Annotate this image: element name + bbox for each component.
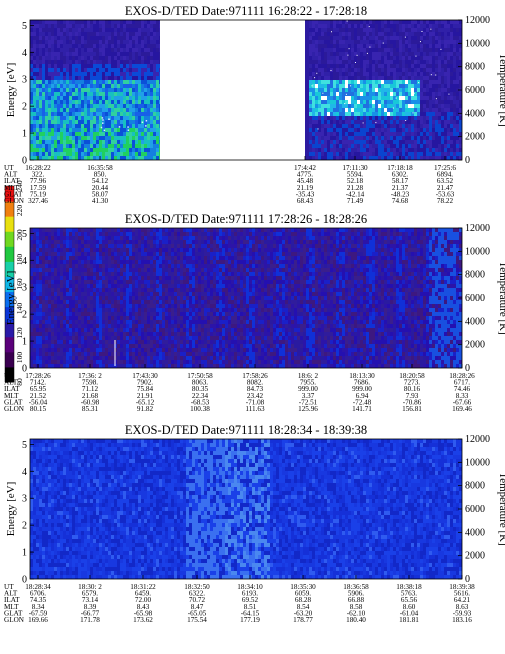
y2-tick-label: 6000	[465, 85, 485, 96]
y-tick-label: 2	[22, 102, 27, 113]
y-axis-label: Energy [eV]	[5, 482, 17, 536]
panel-title: EXOS-D/TED Date:971111 16:28:22 - 17:28:…	[125, 4, 367, 18]
panels: EXOS-D/TED Date:971111 16:28:22 - 17:28:…	[4, 4, 505, 624]
y2-tick-label: 12000	[465, 15, 490, 26]
y2-tick-label: 4000	[465, 108, 485, 119]
spectrogram	[30, 20, 462, 160]
orbit-value: 327.46	[28, 197, 48, 205]
orbit-value: 100.38	[190, 405, 210, 413]
panel-title: EXOS-D/TED Date:971111 18:28:34 - 18:39:…	[125, 423, 367, 437]
orbit-value: 156.81	[402, 405, 422, 413]
y2-tick-label: 12000	[465, 223, 490, 234]
y2-tick-label: 4000	[465, 527, 485, 538]
orbit-value: 178.77	[293, 616, 313, 624]
panel-1: EXOS-D/TED Date:971111 16:28:22 - 17:28:…	[4, 4, 505, 205]
y-tick-label: 5	[22, 21, 27, 32]
y2-tick-label: 6000	[465, 504, 485, 515]
y2-axis-label: Temperature [K]	[497, 53, 505, 126]
y-tick-label: 3	[22, 494, 27, 505]
spectrogram	[30, 439, 462, 579]
y2-tick-label: 8000	[465, 270, 485, 281]
orbit-value: 71.49	[347, 197, 364, 205]
orbit-value: 180.40	[346, 616, 366, 624]
orbit-value: 173.62	[133, 616, 153, 624]
y2-tick-label: 8000	[465, 62, 485, 73]
spectrogram	[30, 228, 462, 368]
colorbar-swatch	[5, 246, 14, 262]
orbit-value: 68.43	[297, 197, 314, 205]
y2-tick-label: 8000	[465, 481, 485, 492]
orbit-value: 169.66	[28, 616, 48, 624]
y-tick-label: 1	[22, 337, 27, 348]
orbit-value: 141.71	[352, 405, 372, 413]
y-tick-label: 1	[22, 129, 27, 140]
y-tick-label: 5	[22, 440, 27, 451]
orbit-value: 177.19	[240, 616, 260, 624]
y2-tick-label: 2000	[465, 132, 485, 143]
y2-tick-label: 10000	[465, 457, 490, 468]
orbit-value: 171.78	[80, 616, 100, 624]
orbit-row-label: GLON	[4, 197, 25, 205]
orbit-row-label: GLON	[4, 616, 25, 624]
panel-3: EXOS-D/TED Date:971111 18:28:34 - 18:39:…	[4, 423, 505, 624]
orbit-value: 111.63	[245, 405, 265, 413]
y-tick-label: 2	[22, 310, 27, 321]
y2-tick-label: 2000	[465, 551, 485, 562]
y-tick-label: 4	[22, 467, 27, 478]
y-tick-label: 4	[22, 256, 27, 267]
orbit-value: 125.96	[298, 405, 318, 413]
orbit-row-label: GLON	[4, 405, 25, 413]
y-axis-label: Energy [eV]	[5, 271, 17, 325]
orbit-value: 85.31	[82, 405, 99, 413]
y2-tick-label: 12000	[465, 434, 490, 445]
y2-tick-label: 10000	[465, 246, 490, 257]
orbit-value: 41.30	[92, 197, 109, 205]
data-gap	[160, 20, 305, 160]
y-tick-label: 4	[22, 48, 27, 59]
y2-axis-label: Temperature [K]	[497, 261, 505, 334]
y-tick-label: 3	[22, 283, 27, 294]
orbit-value: 74.68	[392, 197, 409, 205]
orbit-value: 91.82	[137, 405, 154, 413]
panel-title: EXOS-D/TED Date:971111 17:28:26 - 18:28:…	[125, 212, 367, 226]
y2-tick-label: 4000	[465, 316, 485, 327]
orbit-value: 169.46	[452, 405, 472, 413]
y2-tick-label: 6000	[465, 293, 485, 304]
colorbar-tick-label: 220	[15, 205, 24, 217]
y-axis-label: Energy [eV]	[5, 63, 17, 117]
orbit-value: 175.54	[187, 616, 207, 624]
colorbar-swatch	[5, 352, 14, 368]
colorbar-swatch	[5, 216, 14, 232]
orbit-value: 78.22	[437, 197, 454, 205]
orbit-value: 181.81	[399, 616, 419, 624]
y-tick-label: 5	[22, 229, 27, 240]
y2-tick-label: 10000	[465, 38, 490, 49]
y2-axis-label: Temperature [K]	[497, 472, 505, 545]
colorbar-swatch	[5, 337, 14, 353]
orbit-value: 80.15	[30, 405, 47, 413]
y-tick-label: 2	[22, 521, 27, 532]
y2-tick-label: 0	[465, 155, 470, 166]
y-tick-label: 3	[22, 75, 27, 86]
y2-tick-label: 2000	[465, 340, 485, 351]
panel-2: EXOS-D/TED Date:971111 17:28:26 - 18:28:…	[4, 212, 505, 413]
orbit-value: 183.16	[452, 616, 472, 624]
y-tick-label: 1	[22, 548, 27, 559]
colorbar-tick-label: 100	[15, 352, 24, 364]
colorbar-swatch	[5, 231, 14, 247]
